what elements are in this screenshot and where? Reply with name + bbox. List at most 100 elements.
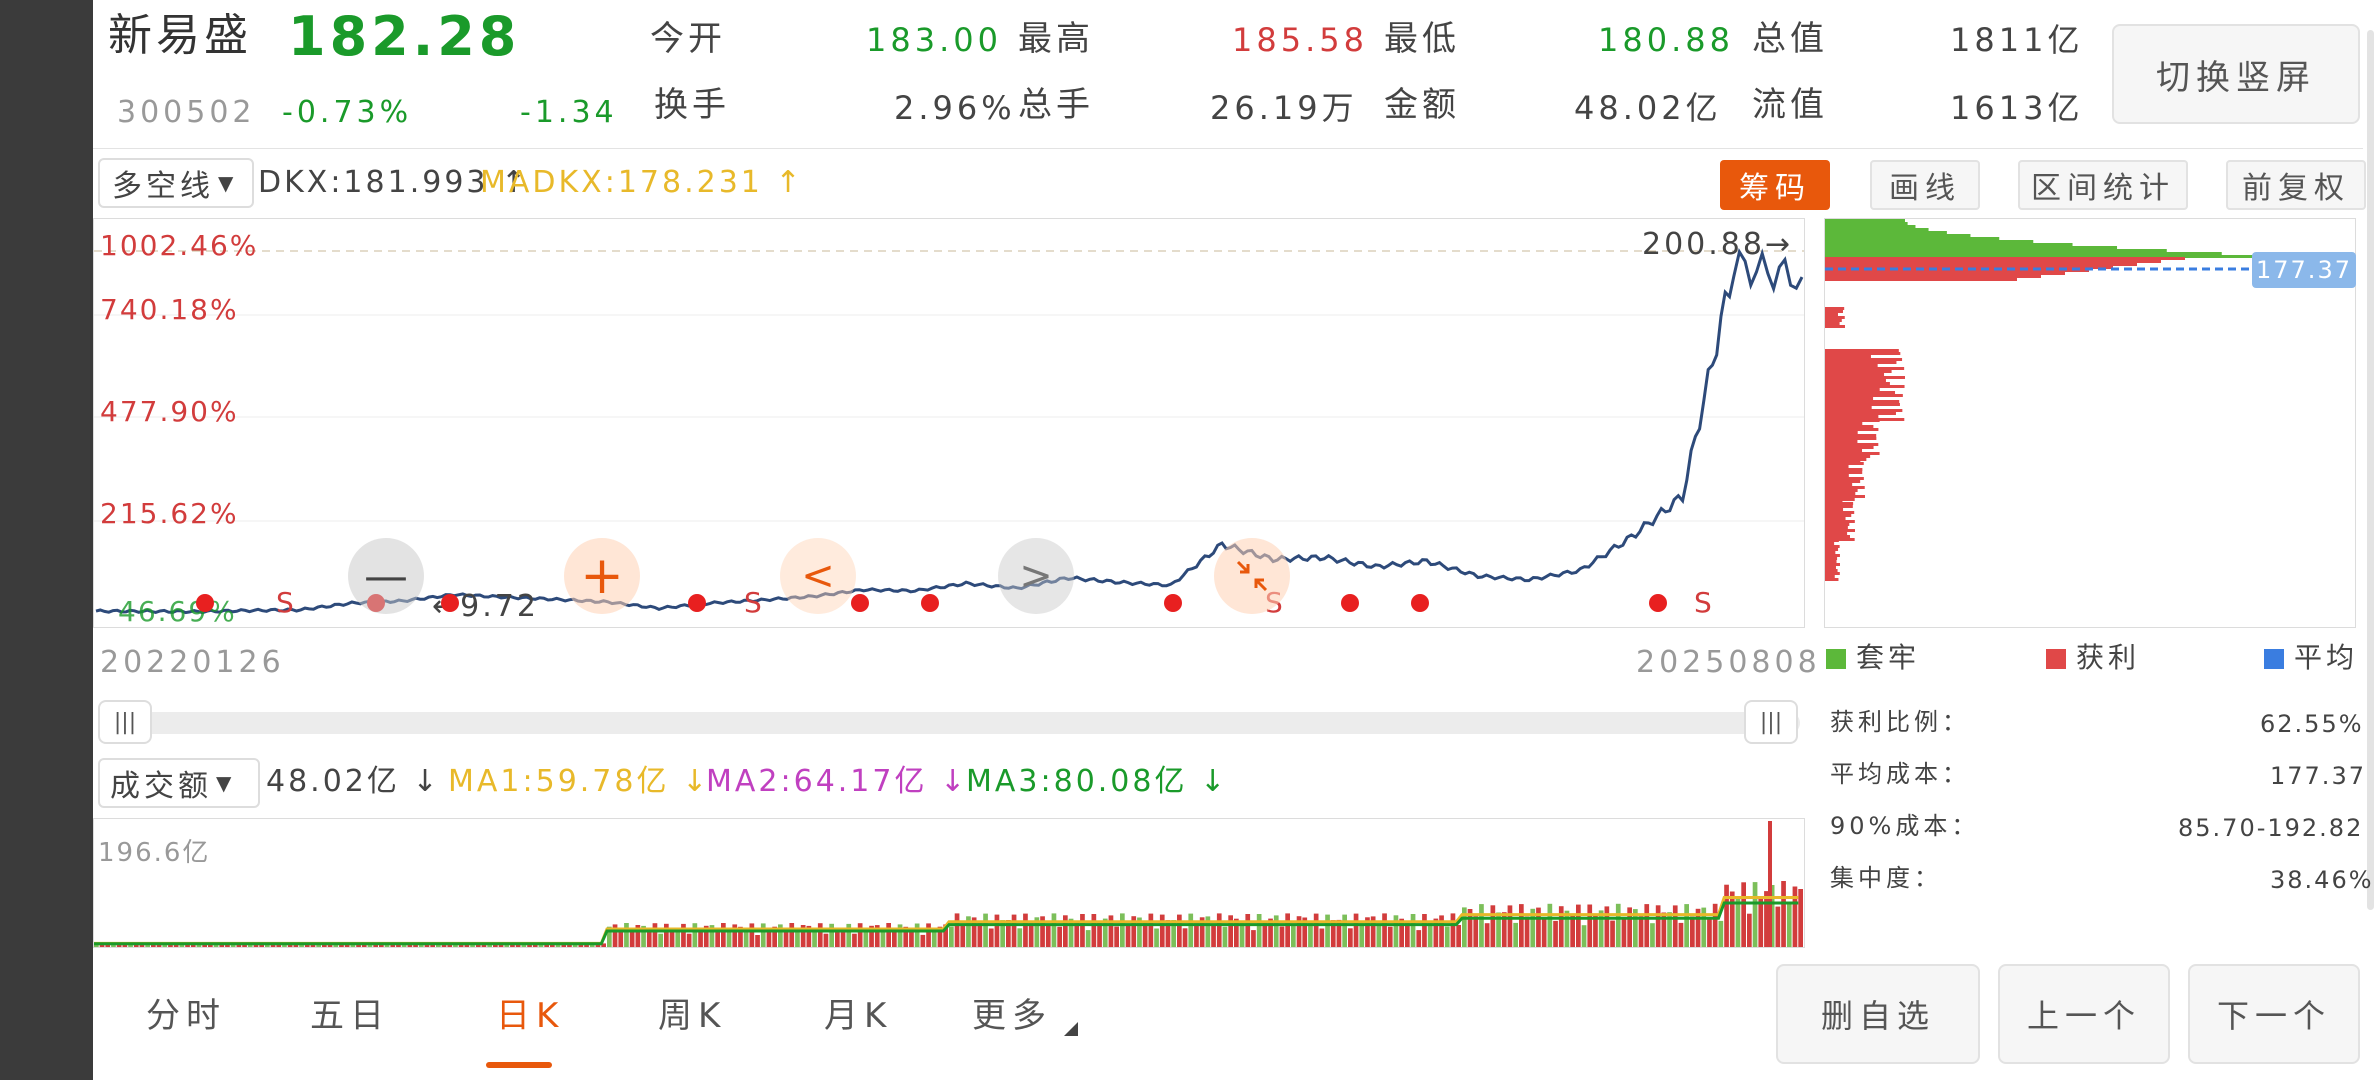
range-stats-button[interactable]: 区间统计 xyxy=(2018,160,2188,210)
volume-bar xyxy=(1137,917,1142,947)
volume-bar xyxy=(835,927,840,947)
tab-more[interactable]: 更多 xyxy=(972,988,1078,1037)
remove-watchlist-button[interactable]: 删自选 xyxy=(1776,964,1980,1064)
volume-bar xyxy=(453,944,458,947)
volume-bar xyxy=(384,943,390,947)
volume-chart-area[interactable] xyxy=(93,818,1805,948)
volume-bar xyxy=(1063,915,1068,947)
reset-zoom-button[interactable] xyxy=(1214,538,1290,614)
indicator-select[interactable]: 多空线 ▼ xyxy=(98,158,254,208)
chip-bar xyxy=(1825,313,1838,316)
volume-bar xyxy=(1741,882,1746,947)
collapse-icon xyxy=(1236,560,1268,592)
tab-weekly-k[interactable]: 周K xyxy=(658,996,727,1036)
volume-bar xyxy=(1650,923,1655,947)
volume-bar xyxy=(1416,930,1422,947)
volume-bar xyxy=(800,925,806,947)
chip-bar xyxy=(1825,505,1853,508)
scroll-left-button[interactable]: < xyxy=(780,538,856,614)
range-slider-right-handle[interactable]: ||| xyxy=(1744,700,1798,744)
cost90-value: 85.70-192.82 xyxy=(2178,814,2364,842)
change-value: -1.34 xyxy=(520,95,618,130)
chip-bar xyxy=(1825,257,2185,260)
switch-portrait-button[interactable]: 切换竖屏 xyxy=(2112,24,2360,124)
volume-bar xyxy=(857,923,863,947)
volume-indicator-select[interactable]: 成交额 ▼ xyxy=(98,758,260,808)
volume-bar xyxy=(219,943,225,947)
volume-bar xyxy=(1045,924,1051,947)
scroll-right-button[interactable]: > xyxy=(998,538,1074,614)
volume-bar xyxy=(920,934,926,947)
chip-bar xyxy=(1825,468,1863,471)
volume-max-label: 196.6亿 xyxy=(98,838,211,868)
tab-more-label: 更多 xyxy=(972,996,1052,1036)
total-value: 1811亿 xyxy=(1950,21,2084,59)
volume-bar xyxy=(1182,928,1188,947)
volume-bar xyxy=(1302,917,1308,947)
buy-signal-dot xyxy=(1411,594,1429,612)
volume-bar xyxy=(886,923,891,947)
volume-bar xyxy=(1422,914,1427,947)
change-percent: -0.73% xyxy=(282,95,413,130)
sell-signal-marker: S xyxy=(1694,586,1712,619)
volume-bar xyxy=(823,933,829,947)
range-slider-left-handle[interactable]: ||| xyxy=(98,700,152,744)
draw-line-button[interactable]: 画线 xyxy=(1870,160,1980,210)
range-slider-track[interactable] xyxy=(100,712,1800,734)
chip-bar xyxy=(1825,373,1885,376)
prev-stock-button[interactable]: 上一个 xyxy=(1998,964,2170,1064)
chip-bar xyxy=(1825,225,1916,228)
volume-bar xyxy=(1068,918,1074,947)
tab-five-day[interactable]: 五日 xyxy=(310,996,390,1036)
chip-bar xyxy=(1825,376,1905,379)
tab-monthly-k[interactable]: 月K xyxy=(824,996,893,1036)
volume-bar xyxy=(1769,885,1775,947)
chips-button[interactable]: 筹码 xyxy=(1720,160,1830,210)
tab-intraday[interactable]: 分时 xyxy=(146,996,226,1036)
volume-bar xyxy=(1199,917,1205,947)
volume-bar xyxy=(1598,910,1604,947)
chip-bar xyxy=(1825,222,1908,225)
volume-bar xyxy=(1764,891,1769,947)
volume-bar xyxy=(1097,921,1102,947)
chip-bar xyxy=(1825,275,2041,278)
chip-bar xyxy=(1825,307,1845,310)
dropdown-arrow-icon: ▼ xyxy=(218,171,238,195)
chip-bar xyxy=(1825,370,1892,373)
volume-bar xyxy=(1313,913,1319,947)
chip-bar xyxy=(1825,563,1840,566)
legend-trapped-swatch xyxy=(1826,649,1846,669)
sell-signal-marker: S xyxy=(276,586,294,619)
volume-bar xyxy=(715,931,720,947)
adjust-button[interactable]: 前复权 xyxy=(2226,160,2366,210)
volume-bar xyxy=(327,944,333,947)
chip-bar xyxy=(1825,246,2118,249)
volume-bar xyxy=(732,924,738,947)
y-label-2: 740.18% xyxy=(100,293,239,326)
chip-bar xyxy=(1825,419,1880,422)
chips-histogram xyxy=(1825,219,2282,581)
turnover-label: 换手 xyxy=(654,85,730,125)
corner-triangle-icon xyxy=(1064,1022,1078,1036)
active-tab-indicator xyxy=(486,1062,552,1068)
volume-bar xyxy=(1621,918,1627,947)
volume-bar xyxy=(880,931,886,947)
left-edge-bar xyxy=(0,0,93,1080)
volume-bar xyxy=(692,923,698,947)
volume-bar xyxy=(1245,914,1251,947)
volume-bar xyxy=(1273,915,1279,947)
chip-bar xyxy=(1825,578,1839,581)
volume-bar xyxy=(1405,921,1410,947)
chip-bar xyxy=(1825,243,2073,246)
zoom-out-button[interactable]: — xyxy=(348,538,424,614)
volume-bar xyxy=(1074,921,1080,947)
volume-bar xyxy=(1553,920,1558,947)
next-stock-button[interactable]: 下一个 xyxy=(2188,964,2360,1064)
legend-avg-label: 平均 xyxy=(2294,641,2359,674)
zoom-in-button[interactable]: + xyxy=(564,538,640,614)
tab-daily-k[interactable]: 日K xyxy=(496,996,565,1036)
page-scrollbar[interactable] xyxy=(2367,30,2374,910)
volume-bar xyxy=(1473,916,1479,947)
volume-bar xyxy=(464,943,470,947)
madkx-value: MADKX:178.231 ↑ xyxy=(480,165,804,200)
